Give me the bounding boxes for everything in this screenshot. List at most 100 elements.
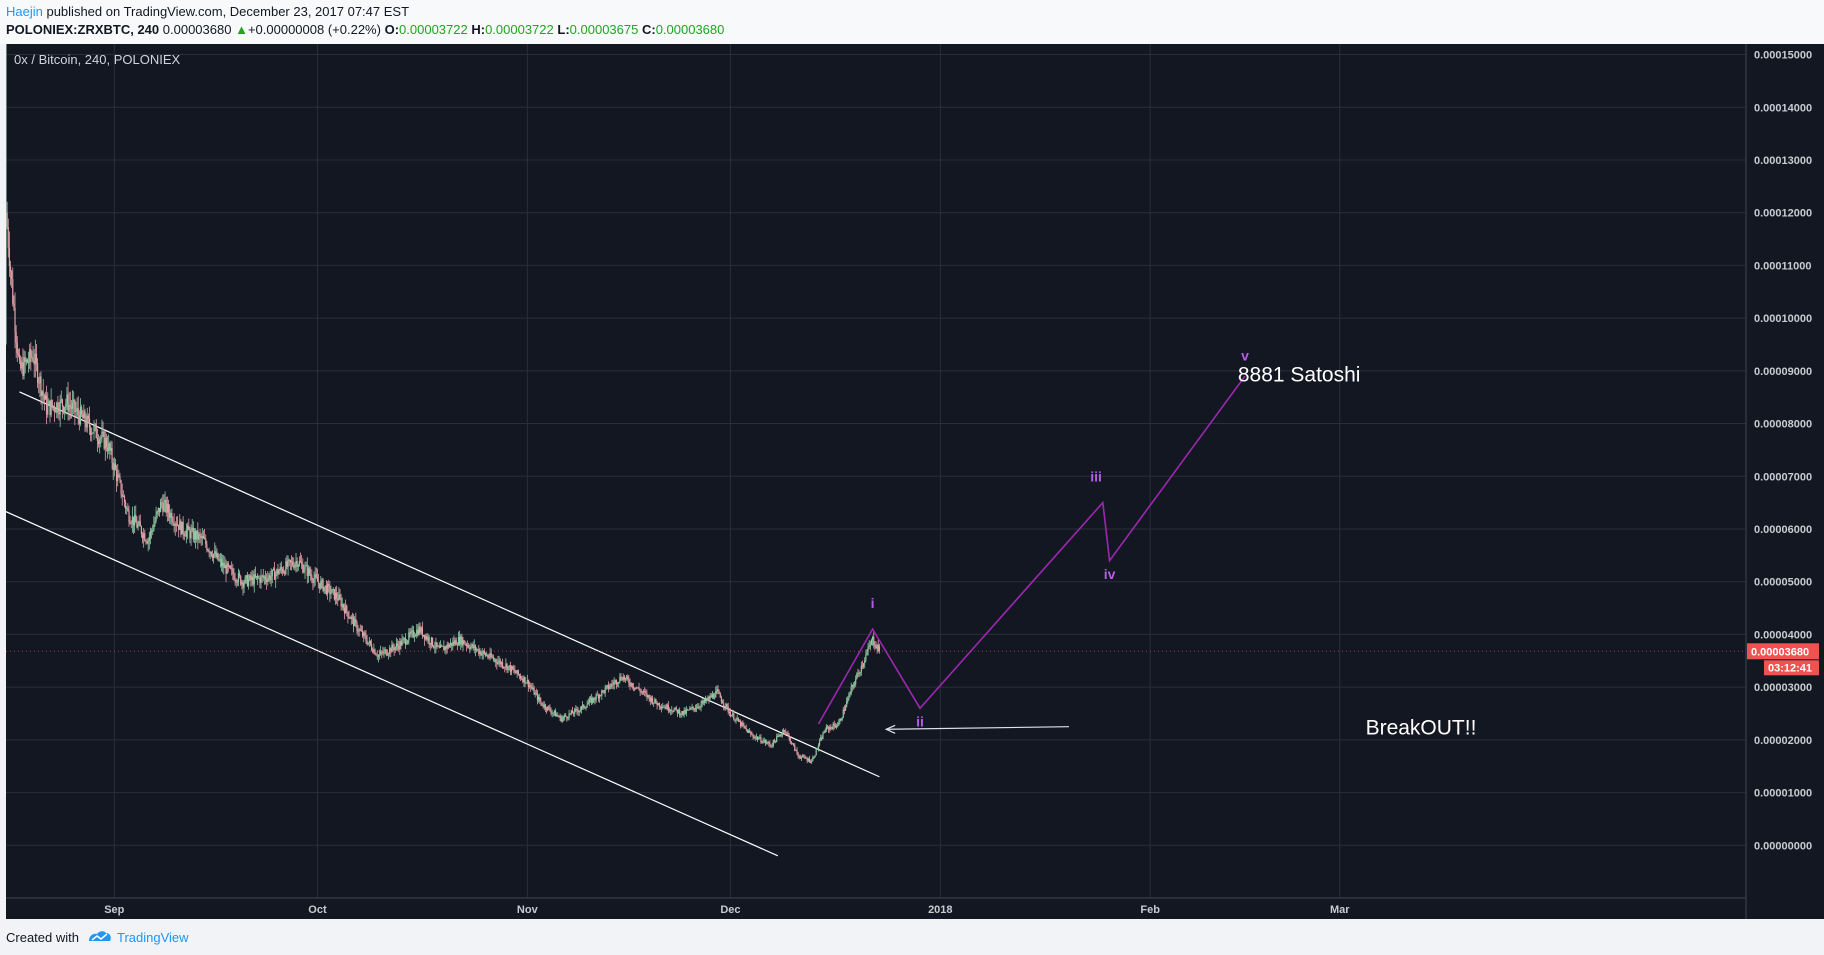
candle-body <box>767 741 769 743</box>
candle-body <box>410 631 412 634</box>
y-tick-label: 0.00002000 <box>1754 735 1812 747</box>
candle-body <box>665 706 667 709</box>
candle-body <box>92 432 94 434</box>
tradingview-link[interactable]: TradingView <box>117 930 189 945</box>
candle-body <box>134 514 136 526</box>
candle-body <box>374 649 376 655</box>
candle-body <box>127 508 129 511</box>
candle-body <box>569 713 571 715</box>
candle-body <box>293 565 295 568</box>
wave-path[interactable] <box>817 375 1246 725</box>
candle-body <box>141 534 144 539</box>
candle-body <box>341 604 343 607</box>
publish-header: Haejin published on TradingView.com, Dec… <box>0 0 1824 44</box>
candle-body <box>363 632 365 637</box>
candle-body <box>786 732 788 734</box>
candle-body <box>25 359 27 363</box>
candle-body <box>876 644 878 649</box>
candle-body <box>446 644 448 649</box>
candle-body <box>653 702 655 704</box>
candle-body <box>644 691 646 693</box>
candle-body <box>683 709 685 715</box>
candle-body <box>261 575 263 577</box>
candle-body <box>826 726 829 728</box>
candle-body <box>123 496 126 503</box>
candle-body <box>238 573 241 576</box>
channel-line[interactable] <box>6 503 779 857</box>
candle-body <box>232 568 234 575</box>
candle-body <box>736 717 738 719</box>
candle-body <box>84 411 86 424</box>
candle-body <box>705 699 707 702</box>
candle-body <box>154 521 156 525</box>
candle-body <box>250 575 252 581</box>
candle-body <box>59 399 61 415</box>
candle-body <box>571 710 574 714</box>
candle-body <box>646 693 648 698</box>
candle-body <box>166 503 168 513</box>
candle-body <box>443 645 445 651</box>
candle-body <box>628 679 630 684</box>
candle-body <box>516 670 518 674</box>
chart-pane[interactable]: i ii iii iv v 0x / Bitcoin, 240, POLONIEX 888… <box>6 44 1824 919</box>
candle-body <box>708 697 710 700</box>
candle-body <box>217 553 219 561</box>
candle-body <box>662 706 664 709</box>
candle-body <box>613 681 615 685</box>
candle-body <box>471 644 473 647</box>
author-link[interactable]: Haejin <box>6 4 43 19</box>
candle-body <box>780 735 782 736</box>
candle-body <box>220 559 223 567</box>
tradingview-logo-icon[interactable] <box>87 929 113 948</box>
candle-body <box>509 665 511 672</box>
candle-body <box>543 704 545 707</box>
candle-body <box>459 636 461 645</box>
candle-body <box>35 353 38 363</box>
candle-body <box>600 695 602 696</box>
candle-body <box>241 582 243 585</box>
candle-body <box>393 648 395 651</box>
candle-body <box>551 712 553 714</box>
candle-body <box>737 717 739 722</box>
candle-body <box>488 657 490 658</box>
candle-body <box>593 697 595 700</box>
candle-body <box>147 540 149 544</box>
candle-body <box>861 665 864 667</box>
candle-body <box>541 702 543 706</box>
candle-body <box>474 645 477 651</box>
candle-body <box>340 598 342 607</box>
breakout-arrow-line[interactable] <box>886 726 1069 730</box>
candle-body <box>548 706 550 708</box>
candle-body <box>306 565 308 577</box>
candle-body <box>103 431 105 449</box>
candle-body <box>31 357 33 359</box>
candle-body <box>165 499 167 513</box>
candle-body <box>477 649 479 651</box>
candle-body <box>85 423 87 428</box>
candle-body <box>864 660 866 664</box>
descending-channel[interactable] <box>6 391 1069 857</box>
candle-body <box>420 627 422 633</box>
candle-body <box>297 564 299 567</box>
candle-body <box>724 705 726 707</box>
candle-body <box>438 646 440 648</box>
candle-body <box>813 757 815 759</box>
candle-body <box>503 667 505 668</box>
channel-line[interactable] <box>19 391 880 778</box>
candle-body <box>816 748 818 750</box>
candle-body <box>199 534 201 536</box>
candle-body <box>807 758 809 761</box>
candle-body <box>86 415 88 428</box>
candle-body <box>215 551 217 558</box>
candle-body <box>637 687 639 689</box>
x-tick-label: Sep <box>104 904 124 916</box>
candle-body <box>207 550 209 551</box>
candle-body <box>101 431 103 438</box>
candle-body <box>442 645 444 647</box>
candle-body <box>631 683 633 688</box>
open-label: O: <box>384 22 400 37</box>
candle-body <box>618 682 620 684</box>
candle-body <box>809 761 812 763</box>
